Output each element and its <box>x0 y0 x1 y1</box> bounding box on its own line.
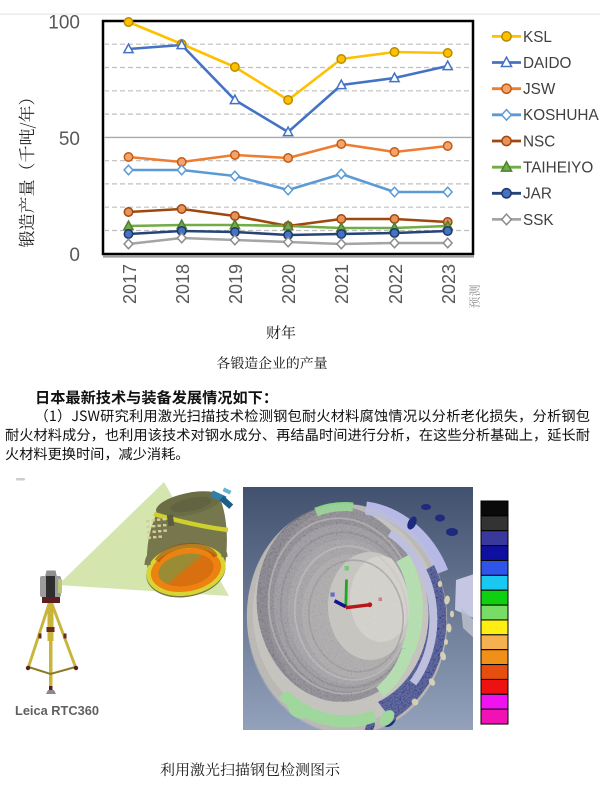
svg-text:KSL: KSL <box>523 29 552 46</box>
svg-text:100: 100 <box>48 13 80 34</box>
svg-text:50: 50 <box>59 129 80 150</box>
svg-text:锻造产量（千吨/年）: 锻造产量（千吨/年） <box>13 89 38 248</box>
svg-text:0: 0 <box>69 245 80 266</box>
svg-text:2017: 2017 <box>120 264 140 304</box>
svg-text:JSW: JSW <box>523 81 556 98</box>
svg-text:2023: 2023 <box>439 264 459 304</box>
svg-text:DAIDO: DAIDO <box>523 55 572 72</box>
svg-text:2019: 2019 <box>226 264 246 304</box>
svg-text:财年: 财年 <box>266 322 296 343</box>
svg-text:2018: 2018 <box>173 264 193 304</box>
svg-text:SSK: SSK <box>523 212 554 229</box>
svg-text:KOSHUHA: KOSHUHA <box>523 107 599 124</box>
svg-text:NSC: NSC <box>523 133 555 150</box>
svg-text:2021: 2021 <box>332 264 352 304</box>
svg-text:JAR: JAR <box>523 186 552 203</box>
svg-text:2022: 2022 <box>386 264 406 304</box>
svg-text:Leica RTC360: Leica RTC360 <box>15 703 99 718</box>
svg-text:2020: 2020 <box>279 264 299 304</box>
svg-text:预测: 预测 <box>466 284 483 308</box>
svg-text:各锻造企业的产量: 各锻造企业的产量 <box>216 352 327 372</box>
svg-text:TAIHEIYO: TAIHEIYO <box>523 160 593 177</box>
